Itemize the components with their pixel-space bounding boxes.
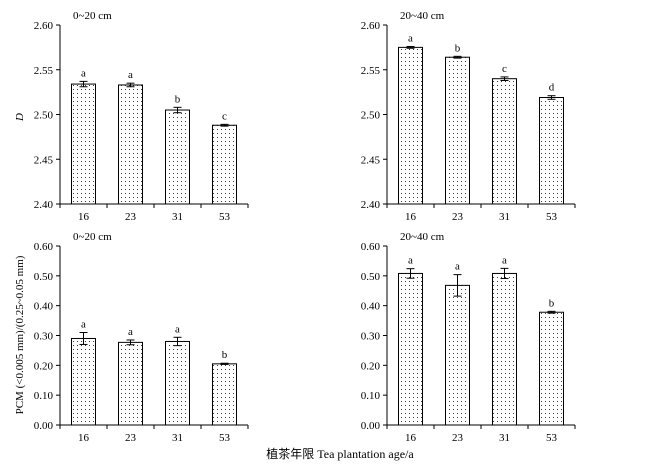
bar (445, 56, 470, 205)
significance-letter: a (408, 32, 413, 44)
bar (212, 363, 237, 426)
chart-panel-top-right: 2.40 2.45 2.50 2.55 2.60 a 16 b 23 c 31 d 53 20~40 cm (361, 10, 576, 223)
bar (71, 83, 96, 205)
bar (398, 272, 423, 426)
x-axis-title: 植茶年限 Tea plantation age/a (266, 446, 414, 461)
y-tick-label: 0.10 (361, 390, 381, 402)
x-tick-label: 53 (219, 211, 231, 223)
y-tick-label: 2.40 (34, 199, 54, 211)
bar (539, 311, 564, 426)
y-tick-label: 0.00 (34, 420, 54, 432)
chart-panel-top-left: 2.40 2.45 2.50 2.55 2.60 a 16 a 23 b 31 c 53 0~20 cm (34, 10, 249, 223)
significance-letter: a (81, 67, 86, 79)
chart-panel-bottom-left: 0.00 0.10 0.20 0.30 0.40 0.50 0.60 a 16 a 23 a 31 b 53… (34, 231, 249, 444)
significance-letter: a (175, 323, 180, 335)
bar (118, 84, 143, 205)
significance-letter: a (81, 319, 86, 331)
y-tick-label: 2.60 (34, 20, 54, 32)
bar (165, 109, 190, 205)
bar (445, 284, 470, 426)
y-axis-title-pcm: PCM (<0.005 mm)/(0.25~0.05 mm) (14, 255, 26, 414)
y-tick-label: 2.50 (361, 110, 381, 122)
y-tick-label: 0.60 (361, 241, 381, 253)
x-tick-label: 23 (125, 211, 137, 223)
y-tick-label: 0.30 (34, 331, 54, 343)
significance-letter: b (549, 297, 555, 309)
x-tick-label: 16 (405, 432, 417, 444)
y-tick-label: 0.00 (361, 420, 381, 432)
y-tick-label: 0.20 (361, 360, 381, 372)
x-tick-label: 16 (78, 432, 90, 444)
y-tick-label: 2.55 (361, 65, 381, 77)
y-tick-label: 0.10 (34, 390, 54, 402)
bar (492, 272, 517, 426)
significance-letter: d (549, 82, 555, 94)
y-tick-label: 2.60 (361, 20, 381, 32)
y-tick-label: 0.20 (34, 360, 54, 372)
bar (118, 341, 143, 426)
y-tick-label: 2.55 (34, 65, 54, 77)
bar (165, 340, 190, 426)
significance-letter: c (222, 110, 227, 122)
x-tick-label: 31 (499, 432, 510, 444)
significance-letter: b (455, 42, 461, 54)
bar (212, 124, 237, 205)
y-tick-label: 0.40 (361, 301, 381, 313)
x-tick-label: 53 (546, 432, 558, 444)
x-tick-label: 23 (452, 432, 464, 444)
depth-label: 20~40 cm (400, 231, 445, 243)
depth-label: 0~20 cm (73, 10, 112, 22)
significance-letter: a (128, 69, 133, 81)
bar (398, 46, 423, 205)
bar (71, 337, 96, 426)
depth-label: 20~40 cm (400, 10, 445, 22)
x-tick-label: 31 (499, 211, 510, 223)
significance-letter: a (128, 326, 133, 338)
significance-letter: a (455, 261, 460, 273)
y-tick-label: 2.50 (34, 110, 54, 122)
y-tick-label: 0.40 (34, 301, 54, 313)
y-tick-label: 2.45 (34, 154, 54, 166)
significance-letter: a (502, 254, 507, 266)
x-tick-label: 23 (125, 432, 137, 444)
x-tick-label: 23 (452, 211, 464, 223)
y-tick-label: 0.50 (34, 271, 54, 283)
x-tick-label: 53 (546, 211, 558, 223)
significance-letter: b (175, 93, 181, 105)
chart-panel-bottom-right: 0.00 0.10 0.20 0.30 0.40 0.50 0.60 a 16 a 23 a 31 b 53… (361, 231, 576, 444)
significance-letter: a (408, 255, 413, 267)
y-tick-label: 0.30 (361, 331, 381, 343)
y-tick-label: 0.60 (34, 241, 54, 253)
y-tick-label: 2.40 (361, 199, 381, 211)
x-tick-label: 16 (78, 211, 90, 223)
x-tick-label: 31 (172, 211, 183, 223)
x-tick-label: 31 (172, 432, 183, 444)
significance-letter: b (222, 349, 228, 361)
y-axis-title-d: D (14, 113, 26, 122)
bar (539, 96, 564, 205)
x-tick-label: 16 (405, 211, 417, 223)
bar (492, 78, 517, 205)
depth-label: 0~20 cm (73, 231, 112, 243)
x-tick-label: 53 (219, 432, 231, 444)
y-tick-label: 0.50 (361, 271, 381, 283)
y-tick-label: 2.45 (361, 154, 381, 166)
significance-letter: c (502, 63, 507, 75)
